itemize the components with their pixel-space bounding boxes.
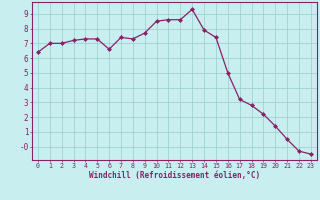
X-axis label: Windchill (Refroidissement éolien,°C): Windchill (Refroidissement éolien,°C) bbox=[89, 171, 260, 180]
